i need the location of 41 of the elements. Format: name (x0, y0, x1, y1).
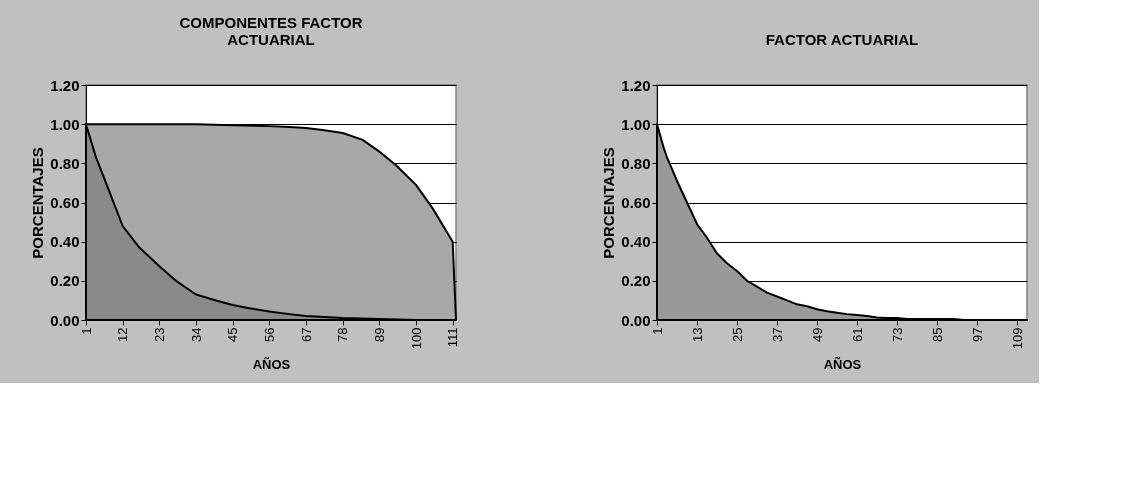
x-axis-title: AÑOS (823, 357, 862, 373)
x-tick-label: 85 (929, 327, 945, 342)
y-tick-label: 0.40 (50, 233, 80, 251)
x-tick-label: 12 (115, 327, 131, 342)
y-tick-label: 0.80 (621, 154, 651, 172)
x-tick-label: 45 (225, 327, 241, 342)
x-tick-label: 23 (151, 327, 167, 342)
x-tick-label: 25 (729, 327, 745, 342)
x-tick-label: 61 (849, 327, 865, 342)
x-tick-label: 56 (261, 327, 277, 342)
x-tick-label: 1 (78, 327, 94, 335)
x-tick-label: 37 (769, 327, 785, 342)
x-tick-label: 97 (969, 327, 985, 342)
x-axis-title: AÑOS (252, 357, 291, 373)
y-tick-label: 0.00 (621, 311, 651, 329)
y-tick-label: 1.00 (621, 115, 651, 133)
y-axis-title: PORCENTAJES (29, 147, 47, 259)
x-tick-label: 34 (188, 327, 204, 342)
chart-title: FACTOR ACTUARIAL (765, 31, 919, 48)
y-tick-label: 0.40 (621, 233, 651, 251)
x-tick-label: 89 (371, 327, 387, 342)
x-tick-label: 67 (298, 327, 314, 342)
y-tick-label: 0.80 (50, 154, 80, 172)
x-tick-label: 109 (1009, 327, 1025, 350)
y-tick-label: 0.20 (621, 272, 651, 290)
x-tick-label: 78 (335, 327, 351, 342)
x-tick-label: 111 (445, 327, 461, 348)
x-tick-label: 100 (408, 327, 424, 350)
y-tick-label: 0.60 (621, 194, 651, 211)
y-tick-label: 1.20 (621, 76, 651, 94)
x-tick-label: 13 (689, 327, 705, 342)
x-tick-label: 49 (809, 327, 825, 342)
chart-title: COMPONENTES FACTOR ACTUARIAL (179, 14, 363, 48)
y-tick-label: 0.20 (50, 272, 80, 290)
x-tick-label: 1 (649, 327, 665, 335)
x-tick-label: 73 (889, 327, 905, 342)
y-axis-title: PORCENTAJES (600, 147, 618, 259)
y-tick-label: 1.20 (50, 76, 80, 94)
y-tick-label: 0.00 (50, 311, 80, 329)
y-tick-label: 1.00 (50, 115, 80, 133)
y-tick-label: 0.60 (50, 194, 80, 211)
